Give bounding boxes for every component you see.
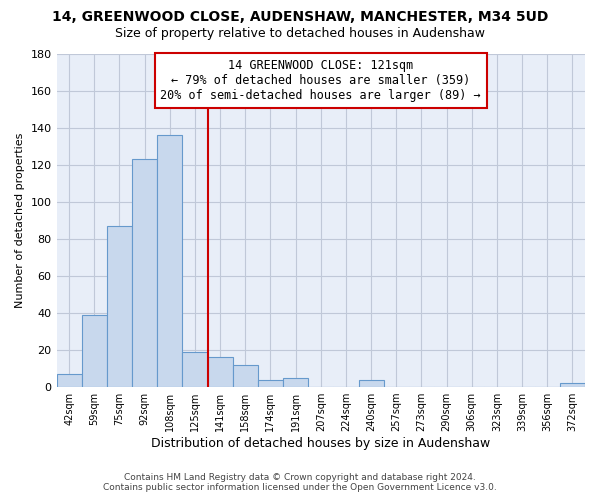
X-axis label: Distribution of detached houses by size in Audenshaw: Distribution of detached houses by size …	[151, 437, 490, 450]
Bar	[359, 380, 383, 387]
Text: Size of property relative to detached houses in Audenshaw: Size of property relative to detached ho…	[115, 28, 485, 40]
Bar	[560, 384, 585, 387]
Bar	[258, 380, 283, 387]
Bar	[132, 160, 157, 387]
Bar	[283, 378, 308, 387]
Text: 14 GREENWOOD CLOSE: 121sqm
← 79% of detached houses are smaller (359)
20% of sem: 14 GREENWOOD CLOSE: 121sqm ← 79% of deta…	[160, 59, 481, 102]
Bar	[56, 374, 82, 387]
Text: Contains HM Land Registry data © Crown copyright and database right 2024.
Contai: Contains HM Land Registry data © Crown c…	[103, 473, 497, 492]
Bar	[233, 365, 258, 387]
Bar	[82, 315, 107, 387]
Bar	[107, 226, 132, 387]
Bar	[182, 352, 208, 387]
Y-axis label: Number of detached properties: Number of detached properties	[15, 133, 25, 308]
Bar	[157, 136, 182, 387]
Text: 14, GREENWOOD CLOSE, AUDENSHAW, MANCHESTER, M34 5UD: 14, GREENWOOD CLOSE, AUDENSHAW, MANCHEST…	[52, 10, 548, 24]
Bar	[208, 358, 233, 387]
